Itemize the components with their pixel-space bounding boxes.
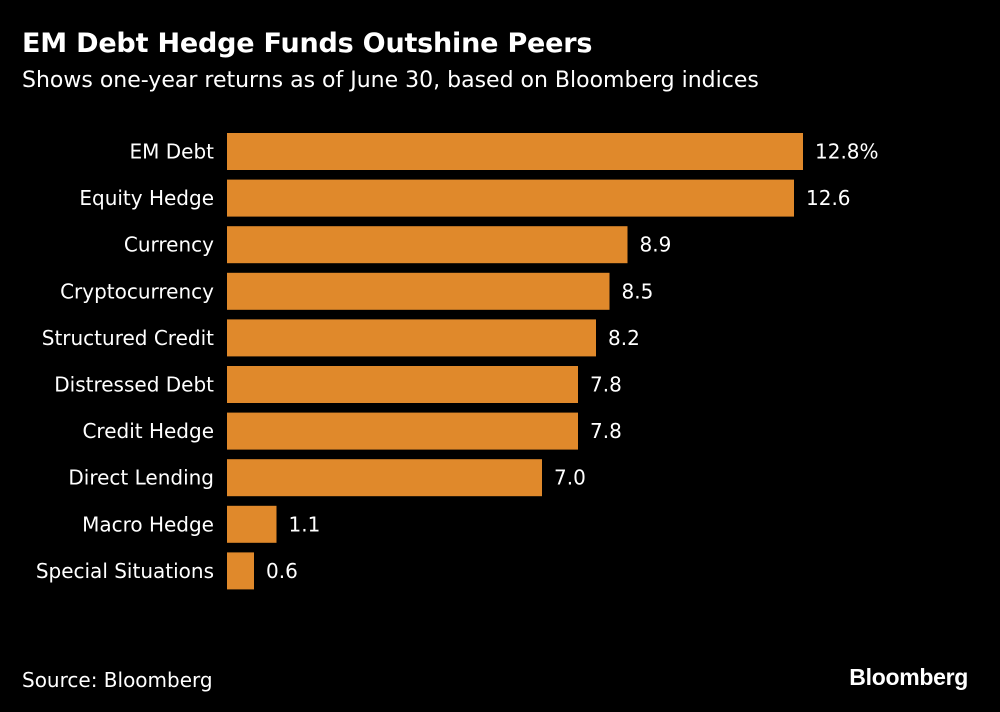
category-label: Structured Credit [42,326,214,350]
value-label: 7.8 [590,373,622,397]
value-label: 7.0 [554,466,586,490]
bar [227,319,596,357]
bar [227,272,610,310]
bar [227,366,578,403]
category-label: Cryptocurrency [60,279,214,303]
chart-subtitle: Shows one-year returns as of June 30, ba… [22,68,759,93]
value-label: 7.8 [590,419,622,443]
category-label: Macro Hedge [82,512,214,536]
category-label: Currency [124,233,214,257]
source-note: Source: Bloomberg [22,668,213,692]
value-label: 12.8% [815,140,879,164]
category-label: Special Situations [36,559,214,583]
value-label: 0.6 [266,559,298,583]
category-label: EM Debt [130,140,215,164]
value-label: 8.5 [622,279,654,303]
value-label: 12.6 [806,186,851,210]
bar [227,412,578,450]
bar [227,226,628,264]
bar [227,552,254,590]
category-label: Credit Hedge [82,419,214,443]
value-label: 1.1 [289,512,321,536]
bar [227,459,542,497]
bar [227,505,277,543]
bar [227,179,794,217]
category-label: Distressed Debt [54,373,214,397]
chart-title: EM Debt Hedge Funds Outshine Peers [22,28,593,59]
bloomberg-logo: Bloomberg [849,664,968,690]
category-label: Equity Hedge [79,186,214,210]
category-label: Direct Lending [68,466,214,490]
bar [227,133,803,170]
value-label: 8.2 [608,326,640,350]
value-label: 8.9 [640,233,672,257]
